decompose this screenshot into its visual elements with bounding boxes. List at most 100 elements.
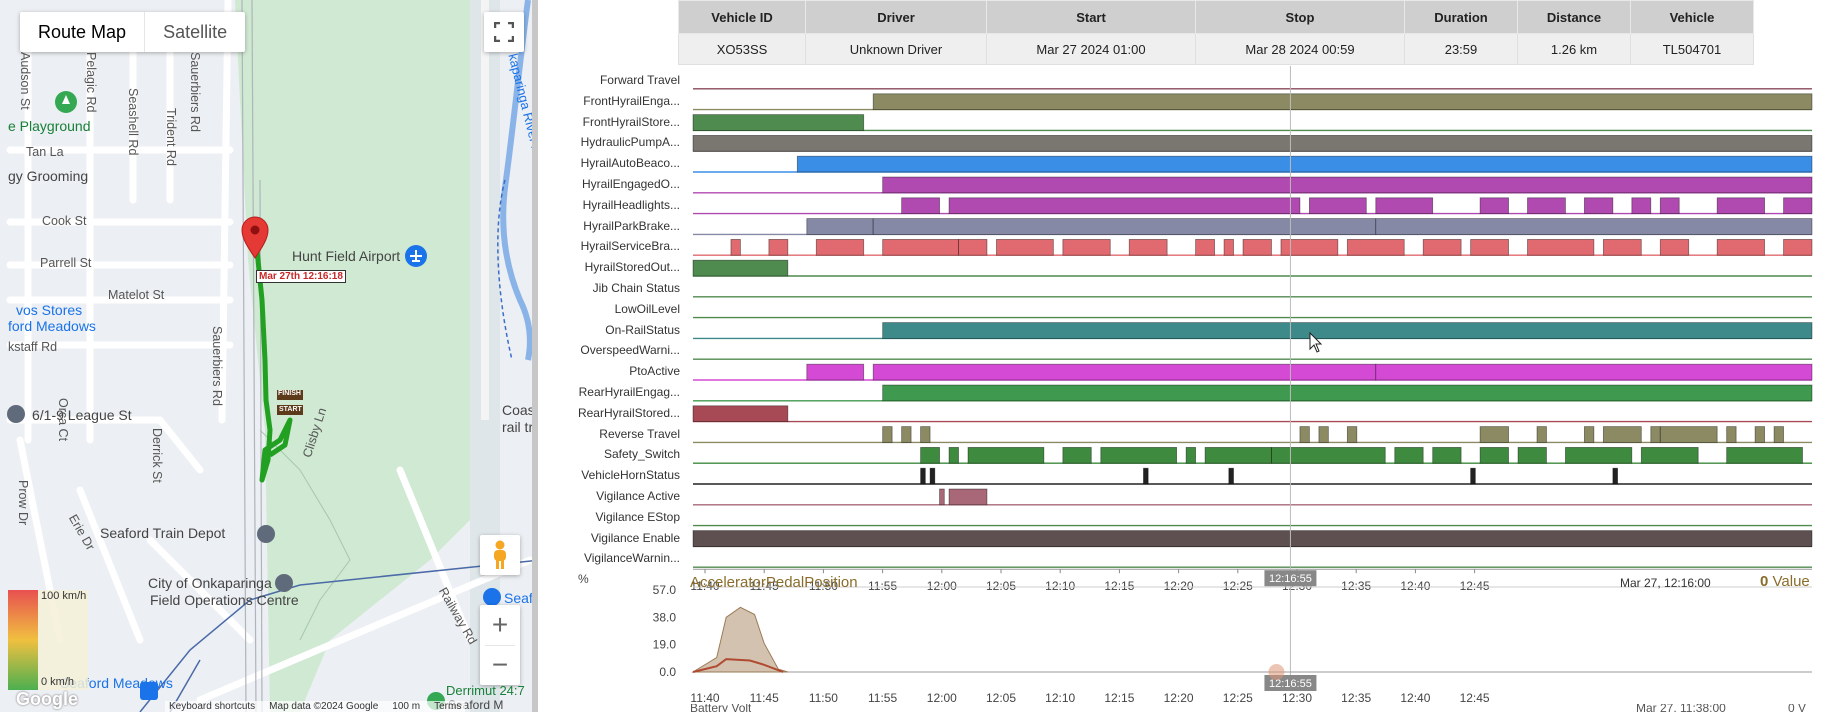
cell-stop: Mar 28 2024 00:59 (1195, 33, 1405, 65)
row-segment (1394, 446, 1424, 464)
tick-label: 12:40 (1400, 579, 1430, 593)
satellite-button[interactable]: Satellite (144, 12, 245, 52)
row-segment (1228, 467, 1234, 485)
row-segment (882, 426, 893, 443)
row-label: PtoActive (629, 364, 680, 379)
row-segment (1470, 238, 1509, 256)
row-segment (1280, 238, 1339, 256)
row-segment (1659, 197, 1680, 215)
route-map-button[interactable]: Route Map (38, 22, 127, 42)
zoom-control: + − (480, 605, 520, 685)
row-segment (1375, 197, 1434, 215)
tick-label: 12:15 (1104, 691, 1134, 705)
tick-label: 11:55 (868, 691, 897, 705)
row-segment (692, 530, 1813, 547)
row-segment (1783, 238, 1813, 256)
pedal-hover-point (1268, 664, 1285, 680)
trip-summary-table: Vehicle ID Driver Start Stop Duration Di… (678, 0, 1754, 65)
row-segment (730, 238, 741, 256)
fullscreen-button[interactable] (484, 12, 524, 52)
row-segment (1271, 446, 1386, 464)
pegman-icon (494, 540, 506, 569)
street-view-button[interactable] (480, 535, 520, 575)
map-label: vos Stores (16, 302, 83, 318)
row-segment (692, 134, 1813, 152)
zoom-out-button[interactable]: − (485, 645, 515, 685)
map-label: Tan La (26, 145, 64, 159)
row-segment (1242, 238, 1272, 256)
col-vehicle: Vehicle (1630, 0, 1754, 34)
pedal-ytick: 57.0 (653, 583, 677, 597)
keyboard-shortcuts-link[interactable]: Keyboard shortcuts (169, 701, 256, 712)
battery-date: Mar 27, 11:38:00 (1636, 704, 1726, 712)
route-map[interactable]: Route Map Satellite + − e Playground Tan… (0, 0, 538, 712)
map-background (0, 0, 532, 712)
row-segment (882, 176, 1813, 194)
tick-label: 12:00 (927, 579, 957, 593)
map-label: Hunt Field Airport (292, 248, 401, 264)
row-segment (1650, 426, 1661, 443)
col-duration: Duration (1404, 0, 1518, 34)
tick-label: 11:45 (750, 691, 779, 705)
tick-label: 12:15 (1104, 579, 1134, 593)
row-segment (796, 155, 1813, 173)
row-segment (1726, 446, 1803, 464)
row-segment (872, 363, 1377, 381)
row-segment (872, 218, 1377, 235)
row-segment (920, 446, 940, 464)
tick-label: 12:30 (1282, 579, 1312, 593)
row-segment (1602, 238, 1642, 256)
row-segment (920, 467, 926, 485)
map-label: e Playground (8, 118, 91, 134)
cell-vehicle: TL504701 (1630, 33, 1754, 65)
row-segment (1584, 426, 1595, 443)
map-label: Seaford Meadows (60, 675, 173, 691)
row-label: LowOilLevel (614, 301, 680, 316)
tick-label: 12:30 (1282, 691, 1312, 705)
legend-min: 0 km/h (41, 676, 75, 688)
row-label: OverspeedWarni... (580, 343, 680, 358)
map-label: Derrick St (150, 428, 164, 483)
map-label: Trident Rd (164, 108, 178, 166)
row-segment (1640, 446, 1699, 464)
row-segment (1773, 426, 1784, 443)
map-label: City of Onkaparinga (148, 575, 272, 591)
row-segment (1185, 446, 1197, 464)
row-segment (1346, 238, 1405, 256)
row-segment (1204, 446, 1272, 464)
row-segment (1100, 446, 1178, 464)
pedal-date: Mar 27, 12:16:00 (1620, 576, 1711, 590)
tick-label: 12:20 (1164, 691, 1194, 705)
row-segment (1346, 426, 1358, 443)
row-segment (806, 218, 874, 235)
tick-label: 12:10 (1045, 579, 1075, 593)
tick-label: 11:55 (868, 579, 897, 593)
row-segment (1308, 197, 1367, 215)
row-segment (1565, 446, 1633, 464)
row-segment (1318, 426, 1329, 443)
row-segment (882, 238, 959, 256)
row-segment (967, 446, 1045, 464)
pedal-ytick: 38.0 (653, 610, 677, 624)
cell-distance: 1.26 km (1517, 33, 1631, 65)
row-label: HyrailHeadlights... (582, 197, 680, 212)
tick-label: 12:40 (1400, 691, 1430, 705)
map-label: Coas (502, 402, 535, 418)
map-type-control: Route Map Satellite (20, 12, 246, 52)
row-label: FrontHyrailStore... (582, 114, 680, 129)
row-segment (692, 114, 865, 131)
tick-label: 12:25 (1223, 691, 1253, 705)
terms-link[interactable]: Terms (434, 701, 462, 712)
map-label: 6/1-9 League St (32, 407, 132, 423)
row-label: Vigilance EStop (595, 509, 680, 524)
row-label: On-RailStatus (605, 322, 680, 337)
row-segment (692, 405, 789, 422)
pedal-value-suffix: Value (1772, 573, 1810, 590)
map-label: Seaf (504, 590, 533, 606)
row-segment (692, 259, 789, 277)
map-label: Pelagic Rd (84, 52, 98, 113)
start-flag: START (279, 406, 302, 413)
mouse-cursor-icon (1309, 331, 1323, 353)
zoom-in-button[interactable]: + (491, 609, 509, 640)
map-label: Derrimut 24:7 (446, 683, 525, 698)
